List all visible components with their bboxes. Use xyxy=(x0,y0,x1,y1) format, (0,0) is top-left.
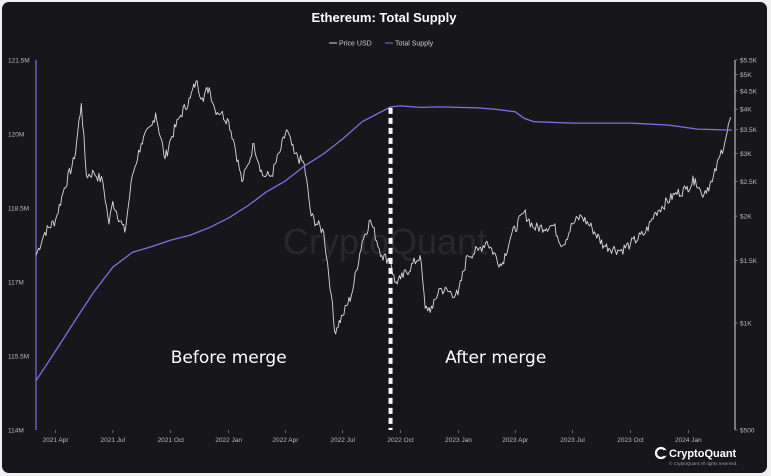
right-axis-ticks: $5.5K $5K $4.5K $4K $3.5K $3K $2.5K $2K $1.5K $1K… xyxy=(735,58,758,435)
legend-label-supply: Total Supply xyxy=(395,41,434,48)
x-tick-label: 2022 Jan xyxy=(215,437,242,444)
chart-title: Ethereum: Total Supply xyxy=(312,10,458,25)
watermark: CryptoQuant xyxy=(283,221,487,262)
brand-rights: © CryptoQuant All rights reserved. xyxy=(669,460,737,466)
right-tick-label: $5.5K xyxy=(740,58,758,65)
right-tick-label: $1.5K xyxy=(740,258,758,265)
right-tick-label: $4.5K xyxy=(740,88,758,95)
x-tick-label: 2022 Jul xyxy=(330,437,355,444)
x-tick-label: 2021 Jul xyxy=(101,437,126,444)
left-tick-label: 114M xyxy=(8,428,24,435)
right-tick-label: $2.5K xyxy=(740,179,758,186)
x-tick-label: 2024 Jan xyxy=(675,437,702,444)
series-line-price xyxy=(35,80,732,335)
x-tick-label: 2022 Oct xyxy=(387,437,414,444)
left-tick-label: 118.5M xyxy=(8,206,29,213)
x-tick-label: 2023 Jan xyxy=(445,437,472,444)
right-tick-label: $5K xyxy=(740,72,752,79)
right-tick-label: $4K xyxy=(740,107,752,114)
annotation-before-merge: Before merge xyxy=(171,348,287,368)
right-tick-label: $3K xyxy=(740,151,752,158)
left-tick-label: 115.5M xyxy=(8,354,29,361)
x-axis-ticks: 2021 Apr 2021 Jul 2021 Oct 2022 Jan 2022 Apr… xyxy=(43,430,702,444)
legend-label-price: Price USD xyxy=(339,41,372,48)
right-tick-label: $1K xyxy=(740,321,752,328)
x-tick-label: 2021 Apr xyxy=(43,437,70,444)
brand-logo-icon-inner xyxy=(662,450,668,456)
annotation-after-merge: After merge xyxy=(445,348,546,368)
x-tick-label: 2022 Apr xyxy=(272,437,299,444)
brand-logo: CryptoQuant © CryptoQuant All rights res… xyxy=(654,446,737,466)
x-tick-label: 2023 Apr xyxy=(502,437,529,444)
x-tick-label: 2023 Jul xyxy=(560,437,585,444)
left-tick-label: 121.5M xyxy=(8,58,30,65)
left-tick-label: 117M xyxy=(8,280,24,287)
legend: Price USD Total Supply xyxy=(329,41,434,48)
left-tick-label: 120M xyxy=(8,132,24,139)
right-tick-label: $500 xyxy=(740,428,755,435)
right-tick-label: $2K xyxy=(740,214,752,221)
right-tick-label: $3.5K xyxy=(740,127,758,134)
left-axis-ticks: 121.5M 120M 118.5M 117M 115.5M 114M xyxy=(8,58,30,435)
series-line-total-supply xyxy=(35,105,732,382)
brand-name: CryptoQuant xyxy=(669,448,737,460)
x-tick-label: 2021 Oct xyxy=(158,437,185,444)
x-tick-label: 2023 Oct xyxy=(617,437,644,444)
